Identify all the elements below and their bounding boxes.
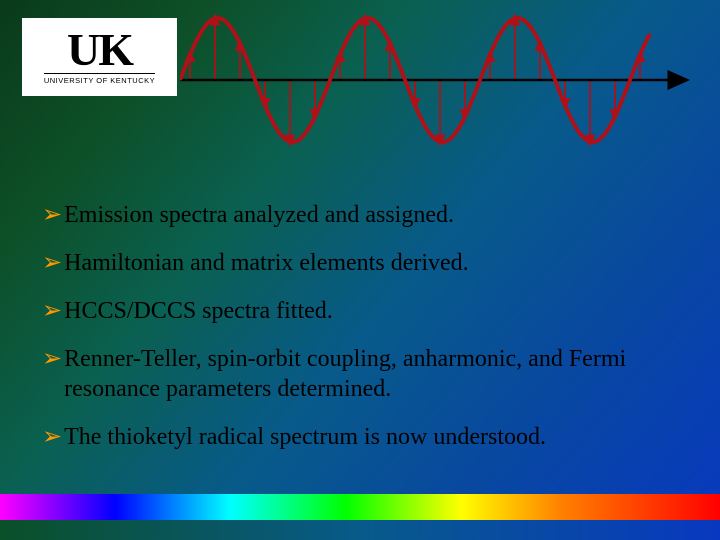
bullet-text: Renner-Teller, spin-orbit coupling, anha… (64, 344, 680, 404)
bullet-arrow-icon: ➢ (42, 248, 62, 278)
logo-subtitle: UNIVERSITY OF KENTUCKY (44, 73, 155, 85)
footer-strip (0, 520, 720, 540)
bullet-text: Hamiltonian and matrix elements derived. (64, 248, 469, 278)
list-item: ➢ Emission spectra analyzed and assigned… (42, 200, 680, 230)
logo-main-text: UK (67, 29, 132, 70)
bullet-arrow-icon: ➢ (42, 296, 62, 326)
bullet-arrow-icon: ➢ (42, 422, 62, 452)
bullet-arrow-icon: ➢ (42, 200, 62, 230)
rainbow-spectrum-bar (0, 494, 720, 520)
slide: UK UNIVERSITY OF KENTUCKY ➢ Emission spe… (0, 0, 720, 540)
uk-logo: UK UNIVERSITY OF KENTUCKY (22, 18, 177, 96)
list-item: ➢ HCCS/DCCS spectra fitted. (42, 296, 680, 326)
bullet-list: ➢ Emission spectra analyzed and assigned… (42, 200, 680, 470)
bullet-arrow-icon: ➢ (42, 344, 62, 374)
list-item: ➢ The thioketyl radical spectrum is now … (42, 422, 680, 452)
sine-wave-diagram (180, 0, 700, 160)
list-item: ➢ Hamiltonian and matrix elements derive… (42, 248, 680, 278)
bullet-text: Emission spectra analyzed and assigned. (64, 200, 454, 230)
bullet-text: HCCS/DCCS spectra fitted. (64, 296, 333, 326)
bullet-text: The thioketyl radical spectrum is now un… (64, 422, 546, 452)
list-item: ➢ Renner-Teller, spin-orbit coupling, an… (42, 344, 680, 404)
